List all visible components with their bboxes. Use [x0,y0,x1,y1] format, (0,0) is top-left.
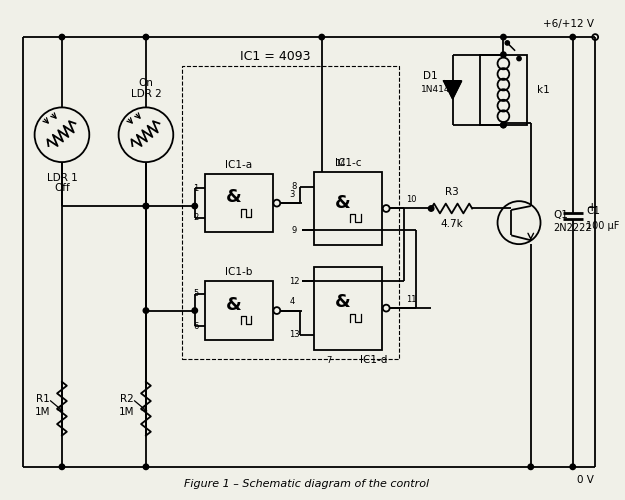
Circle shape [505,41,509,45]
Text: IC1-b: IC1-b [225,268,253,278]
Text: IC1 = 4093: IC1 = 4093 [239,50,310,63]
Text: 6: 6 [193,322,198,330]
Text: 1: 1 [193,184,198,193]
Text: &: & [226,296,242,314]
Circle shape [517,56,521,60]
Text: 2N2222: 2N2222 [553,222,592,232]
Text: IC1-a: IC1-a [225,160,253,170]
Circle shape [192,204,198,209]
Text: 8: 8 [292,182,297,191]
Text: C1: C1 [586,206,601,216]
Circle shape [501,34,506,40]
Circle shape [501,122,506,128]
Text: +: + [586,200,597,213]
Bar [314,172,382,245]
Text: D1: D1 [423,71,438,81]
Text: 7: 7 [326,356,331,365]
Text: 9: 9 [292,226,297,235]
Text: 4: 4 [290,298,295,306]
Circle shape [319,34,324,40]
Bar [314,266,382,349]
Bar [182,66,399,360]
Text: 10: 10 [406,195,417,204]
Text: k1: k1 [537,85,549,95]
Text: 12: 12 [289,277,299,286]
Circle shape [143,34,149,40]
Circle shape [59,34,64,40]
Text: 4.7k: 4.7k [440,219,463,229]
Circle shape [570,34,576,40]
Circle shape [143,204,149,209]
Text: +6/+12 V: +6/+12 V [543,20,594,30]
Text: 5: 5 [193,290,198,298]
Text: 1M: 1M [34,406,50,416]
Text: 2: 2 [193,214,198,222]
Text: IC1-c: IC1-c [335,158,361,168]
Text: Off: Off [54,184,70,194]
Circle shape [501,52,506,58]
Text: LDR 2: LDR 2 [131,88,161,99]
Circle shape [528,464,534,469]
Circle shape [501,122,506,128]
Text: &: & [336,294,351,312]
Text: R1: R1 [36,394,49,404]
Circle shape [143,204,149,209]
Text: On: On [139,78,153,88]
Bar [204,174,273,233]
Text: LDR 1: LDR 1 [47,172,78,182]
Circle shape [570,464,576,469]
Circle shape [143,308,149,314]
Text: Figure 1 – Schematic diagram of the control: Figure 1 – Schematic diagram of the cont… [184,480,429,490]
Text: 0 V: 0 V [578,474,594,484]
Text: 13: 13 [289,330,300,340]
Text: R2: R2 [119,394,133,404]
Circle shape [428,206,434,211]
Circle shape [59,464,64,469]
Text: 14: 14 [336,158,346,168]
Bar [480,54,527,125]
Text: IC1-d: IC1-d [360,356,388,366]
Polygon shape [444,81,461,98]
Text: &: & [226,188,242,206]
Text: 3: 3 [290,190,295,199]
Text: 11: 11 [406,295,417,304]
Text: 100 μF: 100 μF [586,220,620,230]
Circle shape [192,308,198,314]
Bar [204,282,273,340]
Text: Q1: Q1 [553,210,568,220]
Text: R3: R3 [445,187,459,197]
Text: 1M: 1M [119,406,134,416]
Text: &: & [336,194,351,212]
Circle shape [143,464,149,469]
Text: 1N4148: 1N4148 [421,86,457,94]
